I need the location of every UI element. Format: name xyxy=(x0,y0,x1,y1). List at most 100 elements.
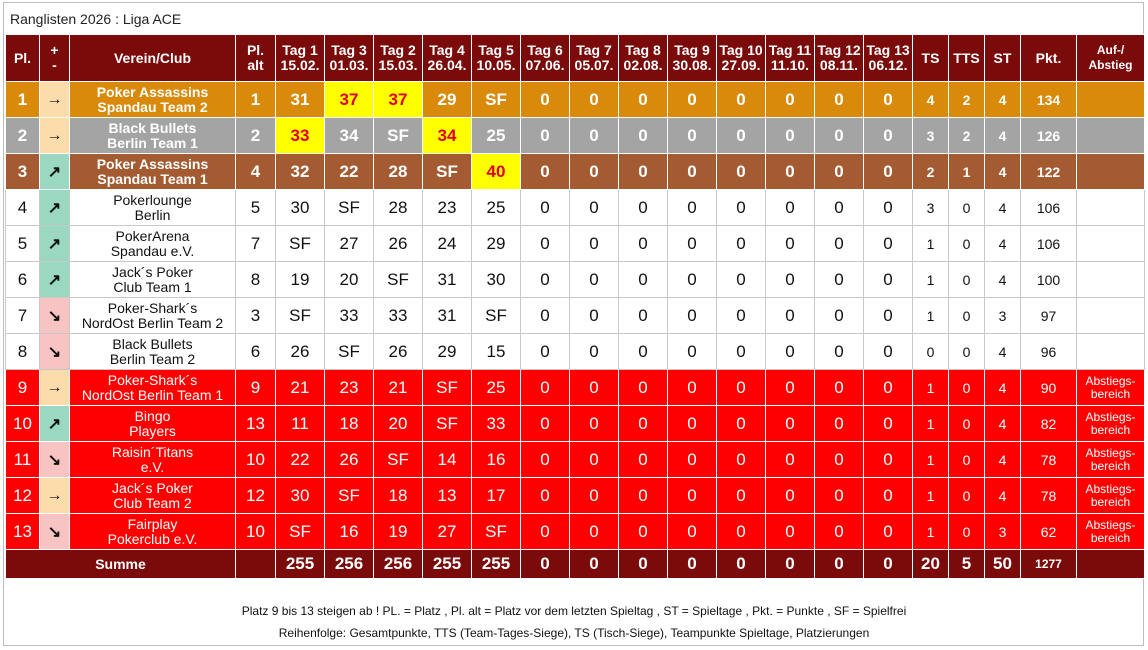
points-cell: 106 xyxy=(1020,189,1077,226)
col-header-trend: + - xyxy=(39,34,70,82)
ordering-note: Reihenfolge: Gesamtpunkte, TTS (Team-Tag… xyxy=(278,626,870,640)
st-cell: 4 xyxy=(984,117,1021,154)
day-score-cell: 0 xyxy=(863,81,913,118)
day-score-cell: 0 xyxy=(765,189,815,226)
day-score-cell: SF xyxy=(373,441,423,478)
relegation-cell xyxy=(1076,333,1145,370)
day-score-cell: SF xyxy=(275,297,325,334)
day-score-cell: 0 xyxy=(667,405,717,442)
day-score-cell: 0 xyxy=(569,369,619,406)
club-name-line: Poker-Shark´s xyxy=(107,371,198,388)
day-score-cell: 31 xyxy=(422,261,472,298)
table-row: 2 → Black Bullets Berlin Team 1 2 33 34 SF 34 25 0… xyxy=(5,117,1145,154)
day-score-cell: 0 xyxy=(569,333,619,370)
relegation-cell xyxy=(1076,297,1145,334)
day-score-cell: 0 xyxy=(814,405,864,442)
table-row: 8 ↘ Black Bullets Berlin Team 2 6 26 SF 26 29 15 0… xyxy=(5,333,1145,370)
day-score-cell: 20 xyxy=(324,261,374,298)
day-score-cell: 0 xyxy=(618,189,668,226)
day-score-cell: 26 xyxy=(373,225,423,262)
tts-cell: 2 xyxy=(948,117,985,154)
table-row: 3 ↗ Poker Assassins Spandau Team 1 4 32 22 28 SF… xyxy=(5,153,1145,190)
pl-alt-cell: 7 xyxy=(235,225,276,262)
ts-cell: 4 xyxy=(912,81,949,118)
col-header-tts: TTS xyxy=(948,34,985,82)
day-score-cell: 0 xyxy=(667,441,717,478)
day-score-cell: 0 xyxy=(618,333,668,370)
day-score-cell: 0 xyxy=(667,117,717,154)
place-cell: 7 xyxy=(5,297,40,334)
arrow-up-right-icon: ↗ xyxy=(39,405,70,442)
club-name-line: Poker Assassins xyxy=(96,83,209,100)
place-cell: 8 xyxy=(5,333,40,370)
day-score-cell: 0 xyxy=(765,261,815,298)
arrow-down-right-icon: ↘ xyxy=(39,297,70,334)
pl-alt-cell: 12 xyxy=(235,477,276,514)
day-score-cell: 17 xyxy=(471,477,521,514)
ts-cell: 1 xyxy=(912,297,949,334)
day-score-cell: 34 xyxy=(422,117,472,154)
arrow-right-icon: → xyxy=(39,117,70,154)
day-score-cell: 0 xyxy=(716,477,766,514)
ts-cell: 1 xyxy=(912,477,949,514)
club-name-line: Berlin Team 1 xyxy=(107,134,198,151)
sum-cell: 255 xyxy=(471,549,521,579)
pl-alt-cell: 3 xyxy=(235,297,276,334)
ranking-table: Pl. + - Verein/Club Pl. alt Tag 1 15.02. Ta… xyxy=(5,34,1145,579)
club-name-line: Poker Assassins xyxy=(96,155,209,172)
day-score-cell: 0 xyxy=(863,513,913,550)
col-header-day: Tag 5 10.05. xyxy=(471,34,521,82)
day-score-cell: 0 xyxy=(569,441,619,478)
club-name-line: PokerArena xyxy=(115,227,190,244)
day-score-cell: 24 xyxy=(422,225,472,262)
day-score-cell: 22 xyxy=(324,153,374,190)
club-name: PokerArena Spandau e.V. xyxy=(69,225,236,262)
day-score-cell: 0 xyxy=(618,81,668,118)
sum-cell: 0 xyxy=(569,549,619,579)
ts-cell: 2 xyxy=(912,153,949,190)
pl-alt-cell: 10 xyxy=(235,513,276,550)
ts-cell: 1 xyxy=(912,225,949,262)
sum-cell: 0 xyxy=(716,549,766,579)
pl-alt-cell: 13 xyxy=(235,405,276,442)
col-header-pl-alt: Pl. alt xyxy=(235,34,276,82)
day-score-cell: 0 xyxy=(667,153,717,190)
day-score-cell: SF xyxy=(275,513,325,550)
day-score-cell: 0 xyxy=(765,153,815,190)
day-score-cell: 0 xyxy=(569,189,619,226)
day-score-cell: 0 xyxy=(716,189,766,226)
arrow-down-right-icon: ↘ xyxy=(39,441,70,478)
st-cell: 4 xyxy=(984,405,1021,442)
relegation-cell xyxy=(1076,189,1145,226)
relegation-cell xyxy=(1076,117,1145,154)
day-score-cell: 0 xyxy=(814,369,864,406)
tts-cell: 0 xyxy=(948,189,985,226)
day-score-cell: 33 xyxy=(324,297,374,334)
day-score-cell: 0 xyxy=(569,117,619,154)
tts-cell: 0 xyxy=(948,369,985,406)
club-name-line: e.V. xyxy=(140,458,165,475)
table-row: 6 ↗ Jack´s Poker Club Team 1 8 19 20 SF 31 30 0 0 0 0… xyxy=(5,261,1145,298)
pl-alt-cell: 4 xyxy=(235,153,276,190)
day-score-cell: 0 xyxy=(667,513,717,550)
points-cell: 134 xyxy=(1020,81,1077,118)
place-cell: 9 xyxy=(5,369,40,406)
tts-cell: 0 xyxy=(948,477,985,514)
day-score-cell: 0 xyxy=(520,405,570,442)
table-header-row: Pl. + - Verein/Club Pl. alt Tag 1 15.02. Ta… xyxy=(5,34,1145,82)
arrow-down-right-icon: ↘ xyxy=(39,513,70,550)
place-cell: 2 xyxy=(5,117,40,154)
day-score-cell: 0 xyxy=(520,369,570,406)
day-score-cell: 21 xyxy=(373,369,423,406)
day-score-cell: 0 xyxy=(716,441,766,478)
day-score-cell: 19 xyxy=(275,261,325,298)
day-score-cell: 27 xyxy=(324,225,374,262)
table-row: 5 ↗ PokerArena Spandau e.V. 7 SF 27 26 24 29 0 0 0 0 0… xyxy=(5,225,1145,262)
club-name: Pokerlounge Berlin xyxy=(69,189,236,226)
day-score-cell: 0 xyxy=(716,81,766,118)
club-name-line: NordOst Berlin Team 2 xyxy=(81,314,224,331)
day-score-cell: 0 xyxy=(863,297,913,334)
pl-alt-cell: 2 xyxy=(235,117,276,154)
sum-points: 1277 xyxy=(1020,549,1077,579)
points-cell: 78 xyxy=(1020,477,1077,514)
